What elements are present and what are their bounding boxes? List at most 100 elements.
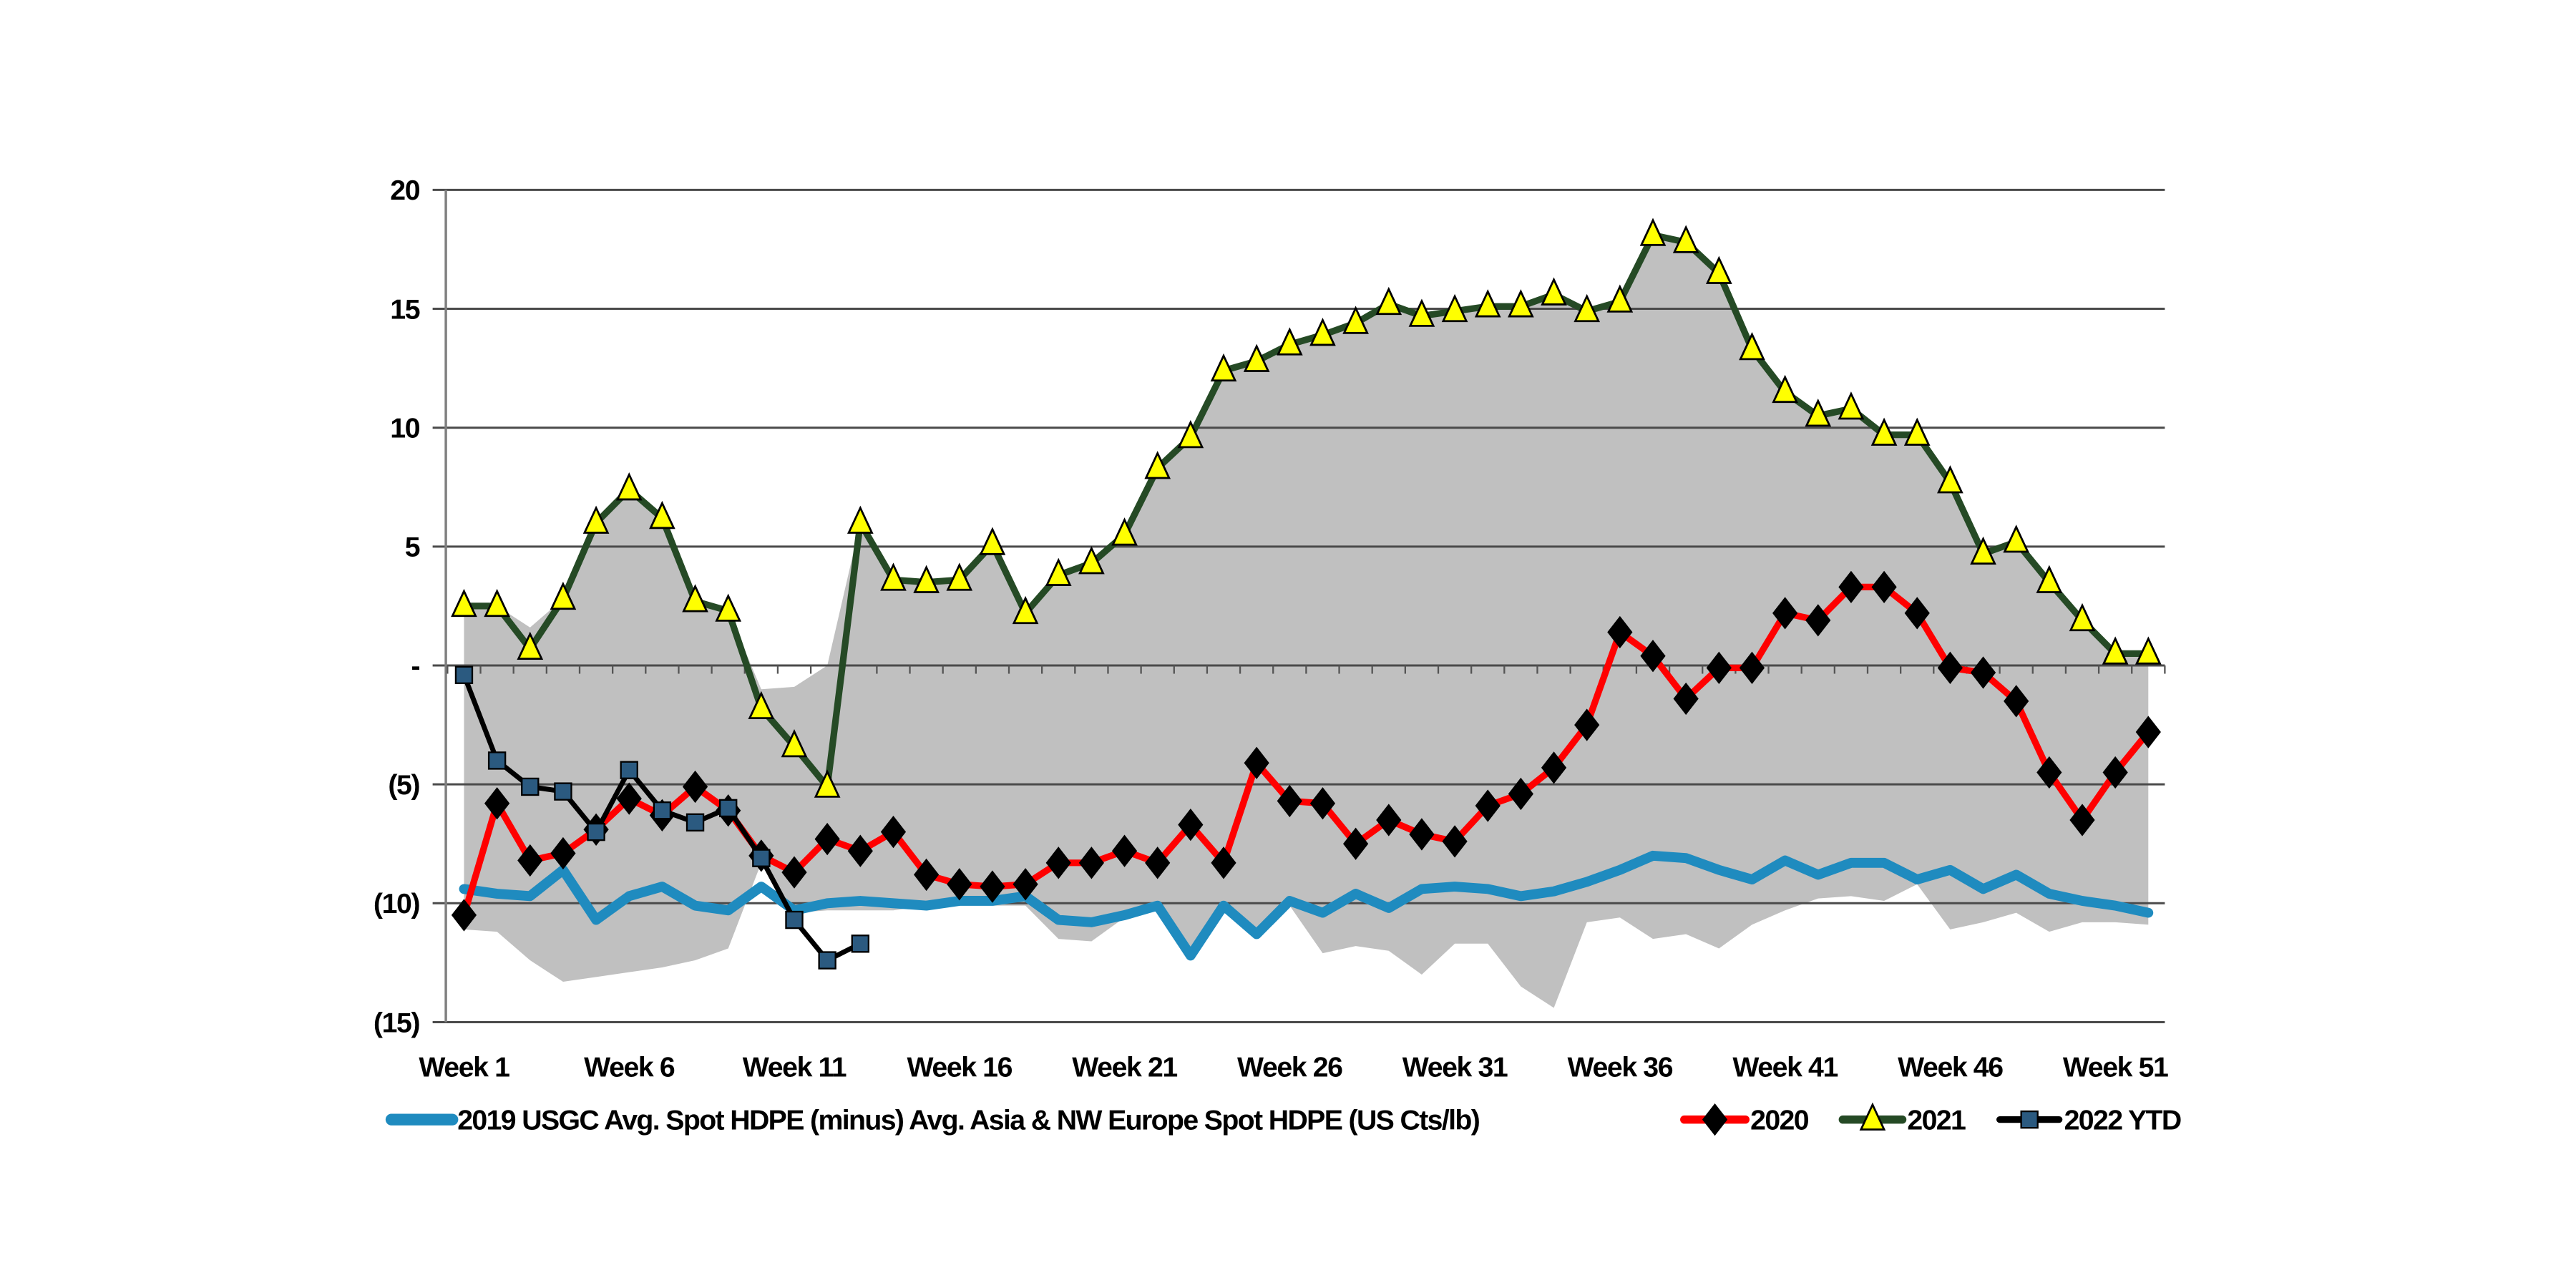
data-point <box>2102 756 2128 789</box>
data-point <box>521 777 540 796</box>
data-point <box>1244 746 1269 779</box>
legend-item: 2019 USGC Avg. Spot HDPE (minus) Avg. As… <box>385 1104 1480 1136</box>
legend-label: 2022 YTD <box>2064 1104 2181 1136</box>
data-point <box>1309 318 1336 346</box>
legend-item: 2021 <box>1838 1102 1967 1136</box>
data-point <box>1045 557 1072 586</box>
data-point <box>653 801 672 820</box>
legend-item: 2020 <box>1680 1103 1810 1136</box>
y-tick-label: (15) <box>374 1007 420 1038</box>
legend-label: 2021 <box>1907 1104 1966 1136</box>
data-point <box>1739 331 1765 361</box>
series-2020 <box>451 570 2161 932</box>
series-2021 <box>451 218 2162 798</box>
legend-label: 2019 USGC Avg. Spot HDPE (minus) Avg. As… <box>457 1104 1480 1136</box>
data-point <box>1508 777 1534 811</box>
data-point <box>1970 656 1996 689</box>
data-point <box>1904 597 1930 630</box>
y-tick-label: (5) <box>388 769 419 801</box>
x-tick-label: Week 41 <box>1732 1052 1838 1083</box>
data-point <box>1706 651 1732 684</box>
data-point <box>1508 289 1534 318</box>
data-point <box>1013 868 1038 901</box>
data-point <box>1805 399 1832 427</box>
data-point <box>1606 284 1634 313</box>
data-point <box>1640 640 1666 673</box>
data-point <box>1870 417 1898 446</box>
data-point <box>1475 789 1501 822</box>
y-tick-label: 10 <box>390 413 419 444</box>
legend: 2019 USGC Avg. Spot HDPE (minus) Avg. As… <box>385 1102 2182 1136</box>
data-point <box>1937 651 1963 684</box>
data-point <box>1772 374 1798 404</box>
data-point <box>814 822 840 856</box>
data-point <box>1607 615 1633 649</box>
data-point <box>947 868 972 901</box>
data-point <box>484 787 510 820</box>
data-point <box>1474 289 1501 318</box>
data-point <box>1442 825 1468 858</box>
legend-marker <box>1859 1102 1886 1131</box>
data-point <box>781 728 808 758</box>
data-point <box>1937 465 1963 494</box>
data-point <box>1177 419 1204 449</box>
data-point <box>1045 847 1071 879</box>
legend-label: 2020 <box>1750 1104 1809 1136</box>
data-point <box>686 813 705 832</box>
data-point <box>1375 286 1402 316</box>
data-point <box>785 910 804 930</box>
x-tick-label: Week 21 <box>1072 1052 1177 1083</box>
data-point <box>1838 570 1864 603</box>
data-point <box>517 844 543 877</box>
data-point <box>1639 218 1667 246</box>
data-point <box>1144 451 1171 479</box>
data-point <box>1739 651 1765 684</box>
data-point <box>1673 682 1699 716</box>
y-tick-label: 5 <box>405 532 420 563</box>
data-point <box>1871 570 1897 603</box>
data-point <box>682 584 708 613</box>
y-tick-label: 15 <box>390 293 419 325</box>
data-point <box>880 815 907 849</box>
x-tick-label: Week 36 <box>1568 1052 1673 1083</box>
series-layer <box>451 218 2162 970</box>
data-point <box>1277 784 1302 818</box>
y-tick-labels: 20 15 10 5 - (5) (10) (15) <box>374 175 421 1038</box>
data-point <box>1111 834 1138 867</box>
data-point <box>781 856 807 889</box>
data-point <box>1541 277 1567 306</box>
data-point <box>851 935 869 953</box>
data-point <box>752 849 771 867</box>
data-point <box>1276 327 1303 356</box>
data-point <box>550 836 576 870</box>
data-point <box>847 505 874 534</box>
y-tick-label: 20 <box>390 175 419 206</box>
data-point <box>946 562 973 591</box>
data-point <box>451 588 477 618</box>
data-point <box>1441 293 1468 323</box>
data-point <box>451 899 477 932</box>
data-point <box>818 951 836 970</box>
data-point <box>1672 225 1699 253</box>
data-point <box>814 769 841 798</box>
legend-marker <box>1702 1103 1728 1136</box>
data-point <box>2069 804 2095 836</box>
data-point <box>454 665 474 684</box>
data-point <box>718 799 738 818</box>
data-point <box>913 565 940 593</box>
data-point <box>2003 525 2030 553</box>
data-point <box>1838 391 1865 420</box>
data-point <box>913 858 940 892</box>
data-point <box>517 631 544 660</box>
data-point <box>554 782 572 801</box>
data-point <box>2135 636 2162 665</box>
data-point <box>1408 298 1435 327</box>
data-point <box>1309 787 1336 820</box>
data-point <box>1012 595 1039 625</box>
data-point <box>1805 604 1831 637</box>
x-tick-label: Week 6 <box>584 1052 675 1083</box>
data-point <box>2004 685 2029 718</box>
data-point <box>1342 827 1369 860</box>
data-point <box>1574 293 1601 323</box>
